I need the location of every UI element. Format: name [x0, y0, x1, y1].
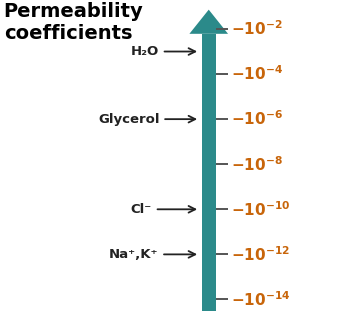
Bar: [202, 34, 216, 311]
Text: $\mathbf{-}$$\mathbf{10^{-10}}$: $\mathbf{-}$$\mathbf{10^{-10}}$: [231, 200, 291, 219]
Text: $\mathbf{-}$$\mathbf{10^{-14}}$: $\mathbf{-}$$\mathbf{10^{-14}}$: [231, 290, 291, 309]
Text: H₂O: H₂O: [131, 45, 195, 58]
Text: $\mathbf{-}$$\mathbf{10^{-4}}$: $\mathbf{-}$$\mathbf{10^{-4}}$: [231, 65, 283, 83]
Text: Permeability
coefficients: Permeability coefficients: [4, 2, 143, 43]
Text: Glycerol: Glycerol: [98, 113, 195, 126]
Text: Cl⁻: Cl⁻: [131, 203, 195, 216]
FancyArrow shape: [189, 10, 228, 34]
Text: $\mathbf{-}$$\mathbf{10^{-12}}$: $\mathbf{-}$$\mathbf{10^{-12}}$: [231, 245, 290, 264]
Text: $\mathbf{-}$$\mathbf{10^{-8}}$: $\mathbf{-}$$\mathbf{10^{-8}}$: [231, 155, 283, 174]
Text: $\mathbf{-}$$\mathbf{10^{-6}}$: $\mathbf{-}$$\mathbf{10^{-6}}$: [231, 110, 283, 128]
Text: Na⁺,K⁺: Na⁺,K⁺: [109, 248, 195, 261]
Text: $\mathbf{-}$$\mathbf{10^{-2}}$: $\mathbf{-}$$\mathbf{10^{-2}}$: [231, 20, 283, 38]
